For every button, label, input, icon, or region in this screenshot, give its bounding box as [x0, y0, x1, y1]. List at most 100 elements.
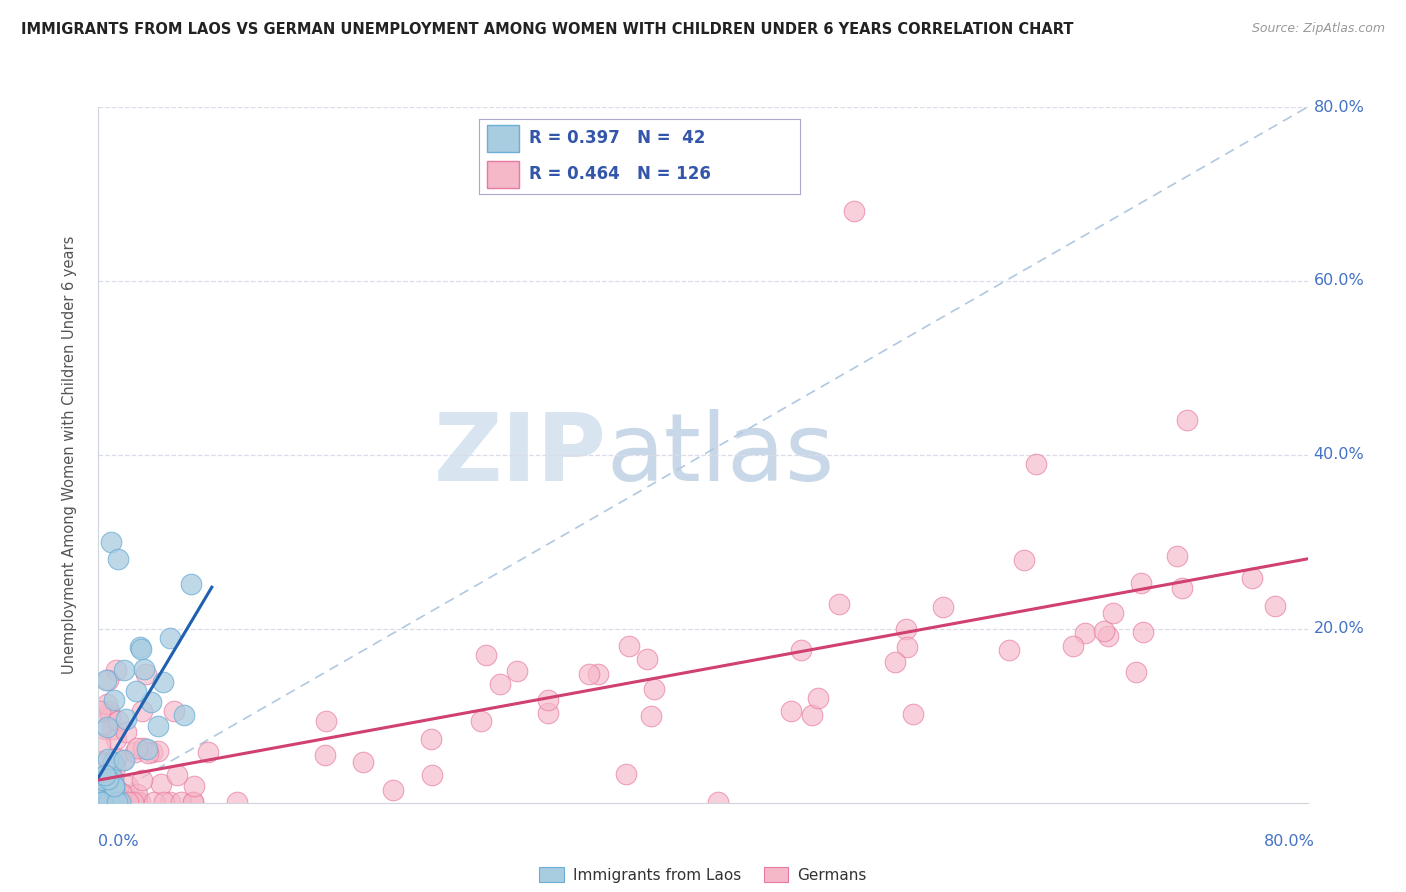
Point [790, 642, 813, 657]
Point [1130, 575, 1153, 590]
Text: 80.0%: 80.0% [1313, 100, 1364, 114]
Point [152, 675, 174, 690]
Point [117, 795, 139, 809]
Point [800, 707, 823, 722]
Text: Source: ZipAtlas.com: Source: ZipAtlas.com [1251, 22, 1385, 36]
Point [124, 745, 146, 759]
Text: atlas: atlas [606, 409, 835, 501]
Point [779, 704, 801, 718]
Point [420, 731, 443, 746]
Point [103, 779, 125, 793]
Point [1102, 606, 1125, 620]
Point [894, 622, 917, 636]
Point [89, 755, 111, 769]
Text: 20.0%: 20.0% [1313, 622, 1364, 636]
Point [90, 795, 112, 809]
Point [488, 677, 510, 691]
Point [1171, 582, 1194, 596]
Point [111, 753, 134, 767]
Point [101, 722, 124, 736]
Point [98, 765, 121, 780]
Point [101, 781, 124, 796]
Point [91, 795, 114, 809]
Point [125, 788, 148, 802]
Point [101, 772, 124, 786]
Point [1097, 629, 1119, 643]
Point [91, 795, 114, 809]
Point [100, 534, 122, 549]
Point [1024, 457, 1046, 471]
Point [108, 795, 131, 809]
Point [96, 697, 118, 711]
Point [932, 600, 955, 615]
Text: 0.0%: 0.0% [98, 834, 139, 849]
Point [94, 768, 117, 782]
Point [108, 787, 131, 801]
Point [89, 705, 111, 719]
Point [103, 692, 125, 706]
Point [122, 795, 145, 809]
Text: 40.0%: 40.0% [1313, 448, 1364, 462]
Point [183, 779, 205, 793]
Point [98, 710, 121, 724]
Point [420, 768, 443, 782]
Point [1092, 624, 1115, 639]
Point [173, 707, 195, 722]
Point [96, 721, 118, 735]
Point [91, 795, 114, 809]
Point [104, 760, 127, 774]
Point [110, 795, 132, 809]
Point [578, 666, 600, 681]
Point [98, 791, 121, 805]
Point [1241, 571, 1264, 585]
Point [640, 709, 662, 723]
Point [110, 795, 132, 809]
Point [89, 787, 111, 801]
Point [170, 795, 193, 809]
Point [98, 795, 121, 809]
Point [381, 783, 404, 797]
Point [135, 666, 157, 681]
Point [103, 782, 125, 797]
Point [617, 640, 640, 654]
Point [115, 712, 138, 726]
Point [181, 795, 204, 809]
Point [537, 693, 560, 707]
Point [90, 754, 112, 768]
Point [153, 795, 176, 809]
Point [110, 795, 132, 809]
Point [636, 652, 658, 666]
Point [132, 741, 155, 756]
Point [997, 643, 1019, 657]
Point [132, 661, 155, 675]
Text: 80.0%: 80.0% [1264, 834, 1315, 849]
Point [104, 751, 127, 765]
Point [586, 667, 609, 681]
Point [115, 795, 138, 809]
Point [107, 552, 129, 566]
Text: 60.0%: 60.0% [1313, 274, 1364, 288]
Point [136, 741, 159, 756]
Point [105, 788, 128, 802]
Point [100, 795, 122, 809]
Point [141, 745, 163, 759]
Point [90, 795, 112, 809]
Point [91, 791, 114, 805]
Point [146, 718, 169, 732]
Point [474, 648, 496, 662]
Text: IMMIGRANTS FROM LAOS VS GERMAN UNEMPLOYMENT AMONG WOMEN WITH CHILDREN UNDER 6 YE: IMMIGRANTS FROM LAOS VS GERMAN UNEMPLOYM… [21, 22, 1074, 37]
Point [104, 795, 127, 809]
Point [101, 770, 124, 784]
Point [105, 663, 128, 677]
Point [1132, 624, 1154, 639]
Point [828, 598, 851, 612]
Point [506, 664, 529, 678]
Point [131, 772, 153, 787]
Point [149, 777, 172, 791]
Point [901, 706, 924, 721]
Point [883, 656, 905, 670]
Point [97, 795, 120, 809]
Point [114, 795, 136, 809]
Point [136, 747, 159, 761]
Point [1062, 640, 1084, 654]
